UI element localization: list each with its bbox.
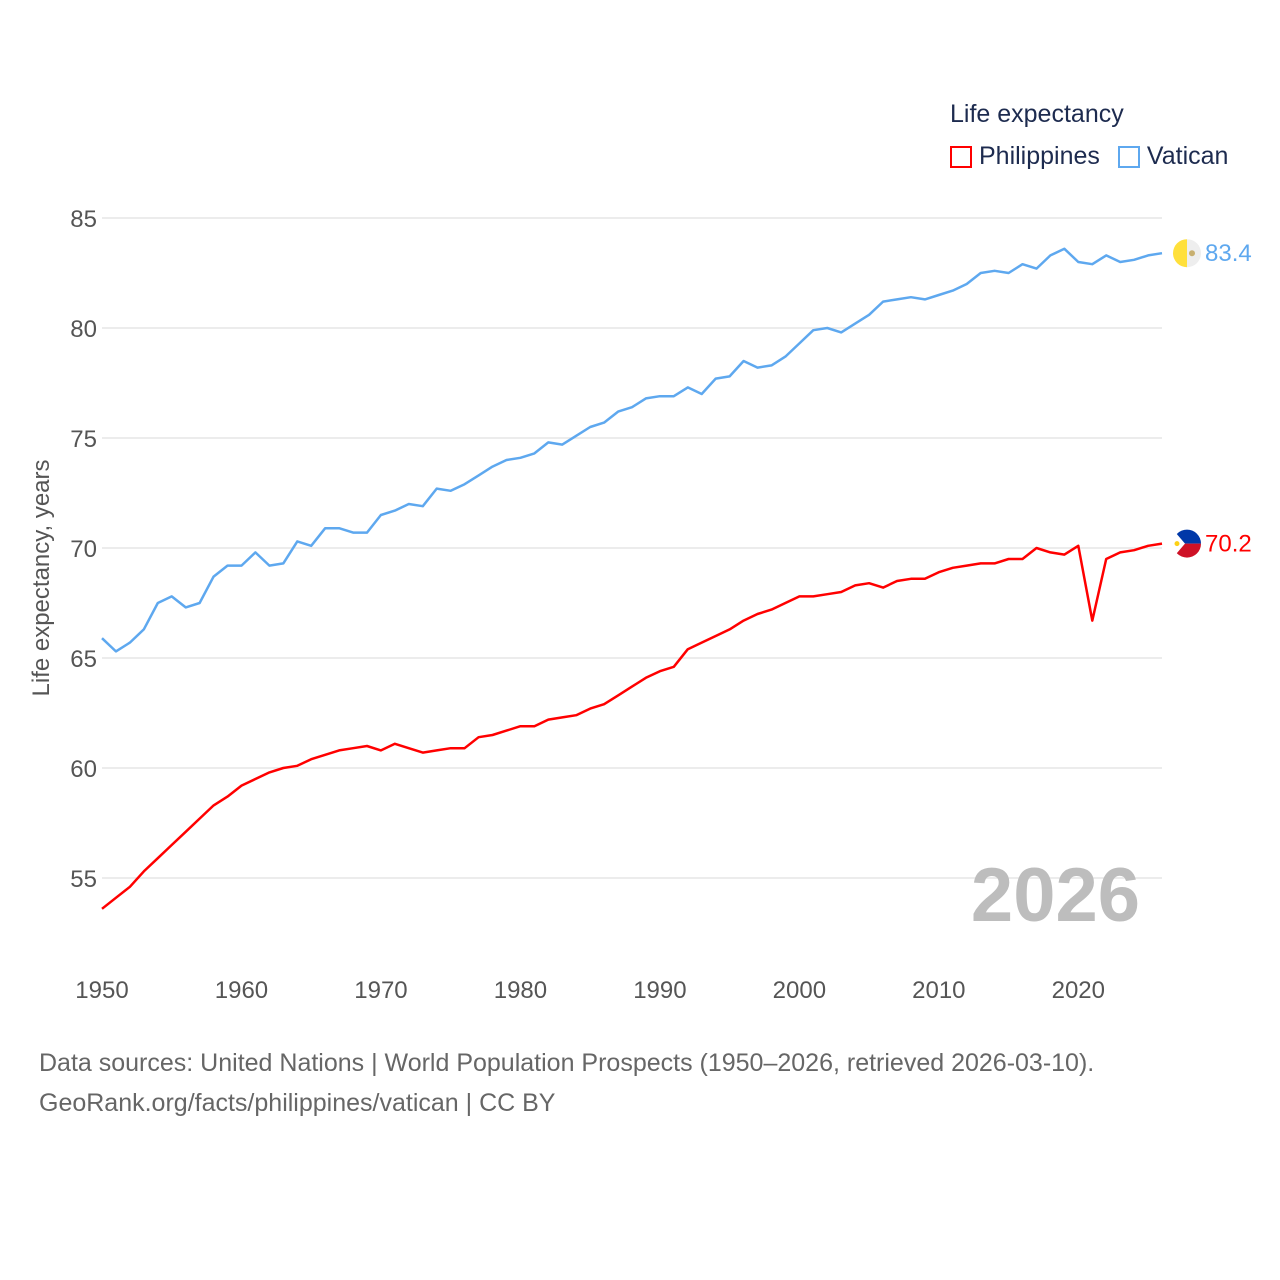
x-tick-label: 1980 [494, 977, 547, 1004]
year-label: 2026 [971, 853, 1140, 938]
legend-swatch-philippines [950, 145, 972, 168]
y-tick-label: 80 [70, 316, 97, 343]
legend-label: Philippines [979, 142, 1100, 170]
x-tick-label: 1950 [75, 977, 128, 1004]
legend-label: Vatican [1146, 142, 1229, 170]
flag-sun-icon [1174, 541, 1180, 547]
y-tick-label: 60 [70, 756, 97, 783]
end-value-label: 70.2 [1205, 531, 1252, 558]
legend-swatch-vatican [1117, 145, 1140, 168]
flag-emblem-icon [1189, 250, 1195, 257]
legend-title: Life expectancy [950, 100, 1124, 128]
series-line-philippines [101, 542, 1163, 910]
legend-item-philippines[interactable]: Philippines [950, 142, 1100, 171]
footer: Data sources: United Nations | World Pop… [39, 1043, 1094, 1123]
x-tick-label: 1990 [633, 977, 686, 1004]
data-sources: Data sources: United Nations | World Pop… [39, 1049, 1095, 1077]
y-tick-label: 75 [70, 426, 97, 453]
source-link[interactable]: GeoRank.org/facts/philippines/vatican | … [39, 1089, 556, 1117]
y-tick-label: 65 [70, 646, 97, 673]
y-tick-label: 55 [70, 866, 97, 893]
x-tick-label: 2000 [773, 977, 826, 1004]
y-axis-label: Life expectancy, years [28, 459, 55, 697]
legend: Philippines Vatican [950, 142, 1228, 171]
x-tick-label: 2010 [912, 977, 965, 1004]
y-tick-label: 70 [70, 536, 97, 563]
series-line-vatican [101, 247, 1163, 653]
x-tick-label: 1970 [354, 977, 407, 1004]
y-tick-label: 85 [70, 206, 97, 233]
legend-item-vatican[interactable]: Vatican [1117, 142, 1229, 171]
x-tick-label: 2020 [1052, 977, 1105, 1004]
flag-icon-vatican [1173, 239, 1187, 268]
x-tick-label: 1960 [215, 977, 268, 1004]
end-value-label: 83.4 [1205, 240, 1252, 267]
